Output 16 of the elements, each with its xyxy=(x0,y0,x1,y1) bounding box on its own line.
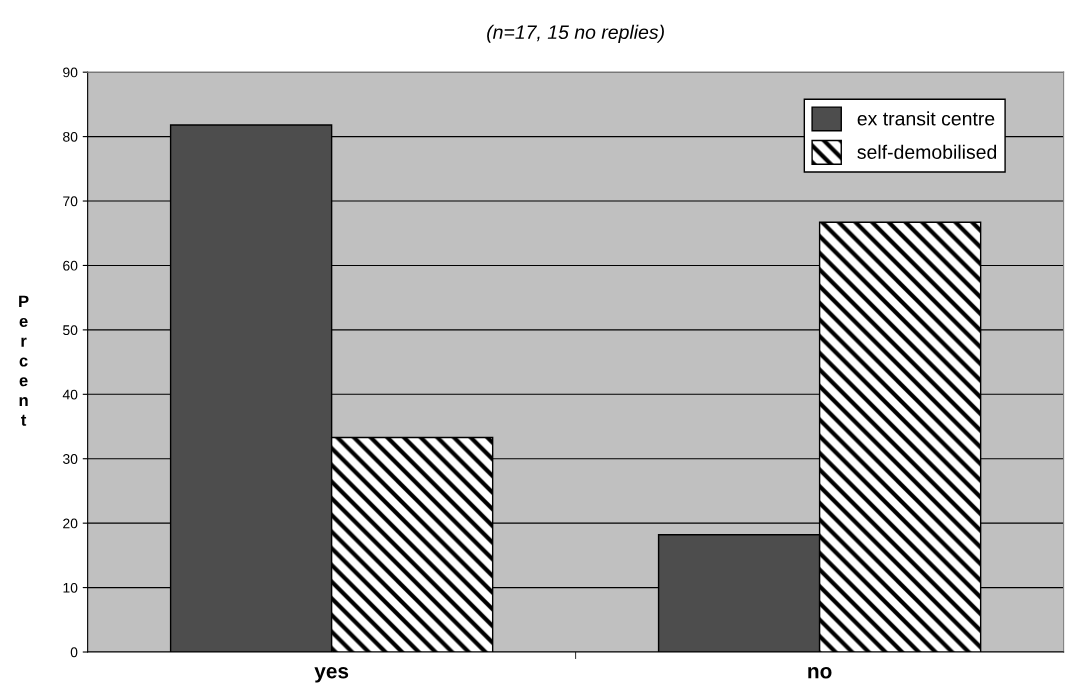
y-tick-label: 60 xyxy=(63,260,78,271)
y-tick-label: 0 xyxy=(70,647,78,658)
y-tick-label: 70 xyxy=(63,196,78,207)
y-tick-label: 10 xyxy=(63,582,78,593)
legend-label: self-demobilised xyxy=(857,144,997,159)
x-tick-label: yes xyxy=(314,667,349,683)
y-tick-label: 80 xyxy=(63,131,78,142)
chart-title: (n=17, 15 no replies) xyxy=(487,24,664,43)
y-tick-label: 30 xyxy=(63,454,78,464)
y-tick-label: 50 xyxy=(63,325,78,336)
legend-label: ex transit centre xyxy=(857,111,995,126)
y-tick-label: 20 xyxy=(63,518,78,529)
y-axis-title: Percent xyxy=(19,295,29,426)
y-tick-label: 40 xyxy=(62,389,78,400)
x-tick-label: no xyxy=(808,667,832,679)
y-tick-label: 90 xyxy=(63,67,78,78)
